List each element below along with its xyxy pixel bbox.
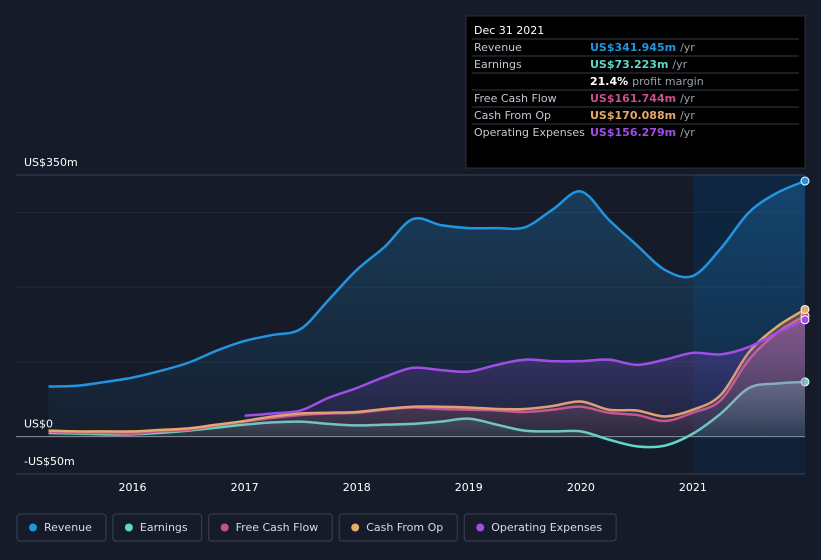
tooltip-value: US$170.088m [590, 109, 676, 122]
y-tick-label: US$350m [24, 156, 78, 169]
tooltip-label: Operating Expenses [474, 126, 585, 139]
legend-dot [351, 523, 360, 532]
tooltip-value: US$341.945m [590, 41, 676, 54]
y-tick-label: US$0 [24, 418, 53, 431]
end-point [800, 315, 810, 325]
tooltip-value: US$161.744m [590, 92, 676, 105]
tooltip-label: Earnings [474, 58, 522, 71]
x-tick-label: 2018 [343, 481, 371, 494]
end-point [800, 304, 810, 314]
legend-label: Earnings [140, 521, 188, 534]
end-point [800, 176, 810, 186]
tooltip-label: Revenue [474, 41, 522, 54]
x-tick-label: 2019 [455, 481, 483, 494]
x-tick-label: 2017 [231, 481, 259, 494]
legend-button [112, 513, 203, 542]
tooltip-unit: /yr [680, 92, 695, 105]
legend-item[interactable]: Free Cash Flow [208, 513, 333, 542]
legend-dot [124, 523, 133, 532]
tooltip-label: Free Cash Flow [474, 92, 557, 105]
legend-label: Free Cash Flow [236, 521, 319, 534]
x-tick-label: 2021 [679, 481, 707, 494]
legend-label: Operating Expenses [491, 521, 602, 534]
legend-label: Revenue [44, 521, 92, 534]
legend-dot [220, 523, 229, 532]
legend-button [463, 513, 617, 542]
tooltip-unit: profit margin [632, 75, 704, 88]
tooltip-unit: /yr [680, 126, 695, 139]
legend-label: Cash From Op [366, 521, 443, 534]
y-tick-label: -US$50m [24, 455, 75, 468]
x-tick-label: 2016 [119, 481, 147, 494]
tooltip-label: Cash From Op [474, 109, 551, 122]
series-line [244, 318, 806, 417]
legend-dot [29, 523, 37, 532]
series-area [244, 319, 805, 437]
tooltip-value: US$73.223m [590, 58, 668, 71]
legend-item[interactable]: Revenue [16, 513, 107, 542]
tooltip-value: 21.4% [590, 75, 628, 88]
tooltip-unit: /yr [680, 41, 695, 54]
tooltip-value: US$156.279m [590, 126, 676, 139]
tooltip-title: Dec 31 2021 [474, 24, 544, 37]
tooltip-box [465, 15, 806, 169]
legend-button [208, 513, 333, 542]
legend-item[interactable]: Operating Expenses [463, 513, 617, 542]
tooltip-unit: /yr [672, 58, 687, 71]
legend-item[interactable]: Earnings [112, 513, 203, 542]
legend-dot [476, 523, 485, 532]
legend-button [338, 513, 458, 542]
legend-item[interactable]: Cash From Op [338, 513, 458, 542]
x-tick-label: 2020 [567, 481, 595, 494]
tooltip-unit: /yr [680, 109, 695, 122]
legend-button [16, 513, 107, 542]
series-line [48, 179, 806, 388]
